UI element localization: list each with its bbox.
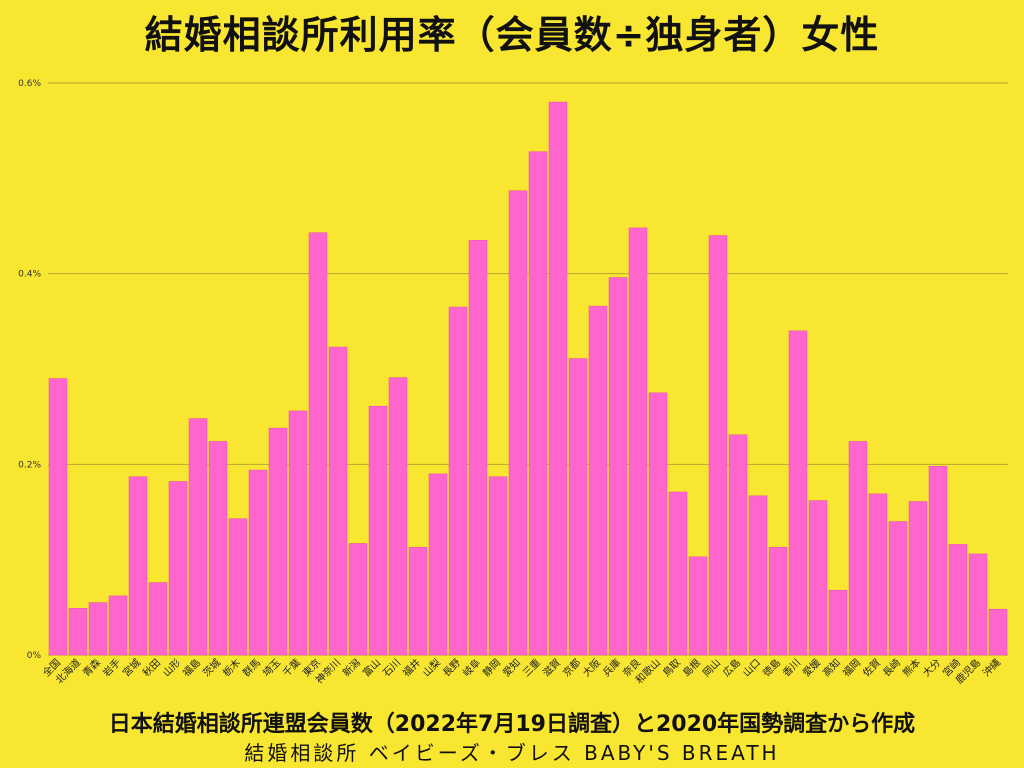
x-tick-label: 徳島 <box>760 656 783 679</box>
x-tick-label: 長野 <box>440 657 463 680</box>
x-tick-label: 宮城 <box>120 656 143 679</box>
bar-23 <box>508 190 528 656</box>
x-tick-label: 山梨 <box>420 656 443 679</box>
y-tick-label: 0.2% <box>18 460 41 470</box>
bar-44 <box>928 465 948 656</box>
bar-42 <box>888 521 908 656</box>
bar-15 <box>348 543 368 656</box>
x-tick-label: 山形 <box>160 657 183 680</box>
x-tick-label: 大阪 <box>580 656 603 679</box>
y-tick-label: 0.6% <box>18 79 41 89</box>
bar-43 <box>908 501 928 656</box>
x-tick-label: 長崎 <box>880 656 903 679</box>
bar-11 <box>268 427 288 656</box>
y-tick-label: 0% <box>27 651 42 661</box>
bar-10 <box>248 469 268 656</box>
bar-18 <box>408 547 428 656</box>
x-tick-label: 三重 <box>520 656 543 679</box>
bar-14 <box>328 346 348 656</box>
bar-9 <box>228 518 248 656</box>
x-tick-label: 静岡 <box>480 656 503 679</box>
bar-4 <box>128 476 148 656</box>
bar-20 <box>448 306 468 656</box>
credit-line: 結婚相談所 ベイビーズ・ブレス BABY'S BREATH <box>244 741 780 765</box>
x-tick-label: 岡山 <box>700 657 723 680</box>
x-tick-label: 熊本 <box>900 656 923 679</box>
bar-45 <box>948 544 968 656</box>
x-tick-label: 福島 <box>180 656 203 679</box>
x-tick-label: 岩手 <box>100 656 123 679</box>
bar-21 <box>468 240 488 656</box>
bar-1 <box>68 608 88 656</box>
x-tick-label: 滋賀 <box>540 656 563 679</box>
bar-31 <box>668 491 688 656</box>
bar-16 <box>368 405 388 656</box>
bar-0 <box>48 378 68 656</box>
bar-47 <box>988 608 1008 656</box>
x-tick-label: 沖縄 <box>980 656 1003 679</box>
bar-30 <box>648 392 668 656</box>
x-tick-label: 香川 <box>780 657 803 680</box>
x-tick-label: 京都 <box>560 656 583 679</box>
x-tick-label: 埼玉 <box>260 656 283 679</box>
x-tick-label: 富山 <box>360 656 383 679</box>
bar-41 <box>868 493 888 656</box>
x-tick-label: 茨城 <box>200 656 223 679</box>
x-tick-label: 兵庫 <box>600 656 623 679</box>
bar-35 <box>748 495 768 656</box>
chart-title: 結婚相談所利用率（会員数÷独身者）女性 <box>144 13 880 57</box>
bar-34 <box>728 434 748 656</box>
x-tick-label: 愛媛 <box>800 656 823 679</box>
x-tick-label: 福岡 <box>840 656 863 679</box>
bar-46 <box>968 553 988 656</box>
x-tick-label: 群馬 <box>240 656 263 679</box>
x-tick-label: 愛知 <box>500 656 523 679</box>
x-tick-label: 青森 <box>80 656 103 679</box>
x-tick-label: 石川 <box>381 657 403 679</box>
bar-2 <box>88 602 108 656</box>
x-tick-label: 広島 <box>720 656 743 679</box>
bar-36 <box>768 547 788 656</box>
x-tick-label: 岐阜 <box>460 656 483 679</box>
bar-3 <box>108 595 128 656</box>
bar-22 <box>488 476 508 656</box>
x-tick-label: 佐賀 <box>860 657 883 680</box>
bar-33 <box>708 235 728 656</box>
x-tick-label: 新潟 <box>340 656 363 679</box>
bar-6 <box>168 481 188 656</box>
x-tick-label: 山口 <box>740 657 763 680</box>
bar-17 <box>388 377 408 656</box>
bar-39 <box>828 589 848 656</box>
x-tick-label: 栃木 <box>220 656 243 679</box>
bar-8 <box>208 441 228 656</box>
x-tick-label: 千葉 <box>280 656 303 679</box>
bar-26 <box>568 358 588 656</box>
bar-5 <box>148 582 168 656</box>
x-tick-label: 大分 <box>920 656 943 679</box>
x-tick-label: 秋田 <box>140 656 163 679</box>
x-tick-label: 高知 <box>820 656 843 679</box>
bar-38 <box>808 500 828 656</box>
bar-25 <box>548 101 568 656</box>
bar-24 <box>528 151 548 656</box>
bar-32 <box>688 556 708 656</box>
x-tick-label: 島根 <box>680 656 703 679</box>
bar-40 <box>848 441 868 656</box>
bar-12 <box>288 410 308 656</box>
x-tick-label: 福井 <box>400 656 423 679</box>
bar-37 <box>788 330 808 656</box>
bar-13 <box>308 232 328 656</box>
bar-7 <box>188 418 208 656</box>
y-tick-label: 0.4% <box>18 270 41 280</box>
bar-19 <box>428 473 448 656</box>
bar-28 <box>608 277 628 656</box>
bar-27 <box>588 305 608 656</box>
x-tick-label: 鳥取 <box>660 656 683 679</box>
source-note: 日本結婚相談所連盟会員数（2022年7月19日調査）と2020年国勢調査から作成 <box>108 712 916 737</box>
bar-29 <box>628 227 648 656</box>
